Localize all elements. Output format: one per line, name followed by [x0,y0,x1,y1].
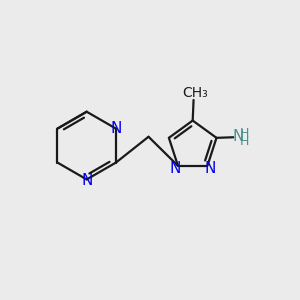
Text: N: N [205,161,216,176]
Text: N: N [169,161,181,176]
Text: H: H [239,127,249,140]
Text: H: H [239,135,249,148]
Text: N: N [81,172,92,188]
Text: CH₃: CH₃ [182,86,208,100]
Text: N: N [110,121,122,136]
Text: N: N [232,129,243,144]
